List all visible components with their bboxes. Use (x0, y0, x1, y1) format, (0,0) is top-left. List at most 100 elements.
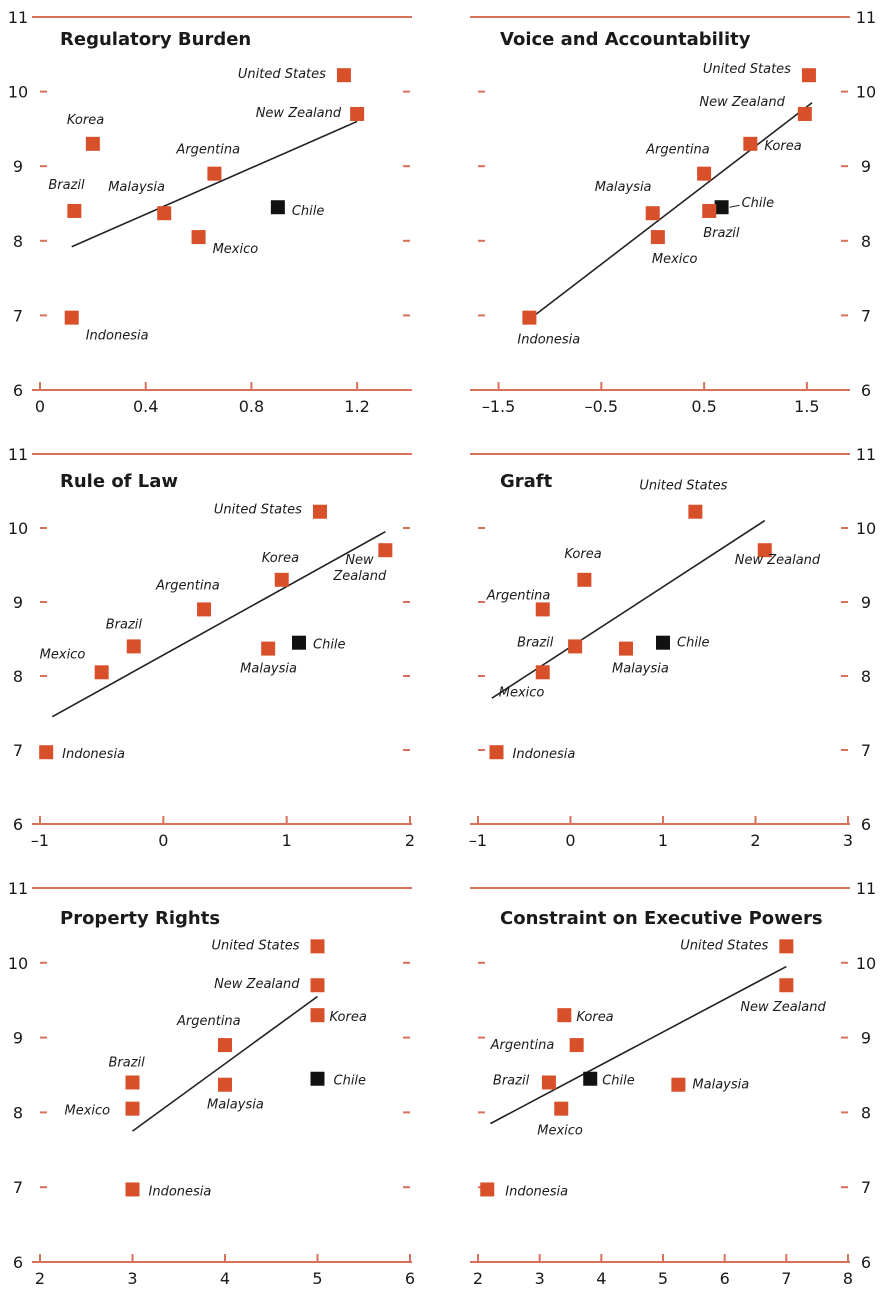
panel-4-x-tick-label-3: 3 (843, 831, 853, 850)
panel-6-point-label-korea: Korea (576, 1010, 613, 1025)
panel-5-point-label-indonesia: Indonesia (149, 1184, 212, 1199)
panel-3-point-label-malaysia: Malaysia (240, 662, 297, 677)
panel-3-point-label-united-states: United States (214, 503, 302, 518)
panel-4-x-tick-label-1: 1 (658, 831, 668, 850)
panel-2-x-tick-label-0-5: –0.5 (585, 397, 618, 416)
panel-5-point-chile (310, 1071, 325, 1086)
panel-5-point-indonesia (125, 1182, 140, 1197)
panel-1-point-label-malaysia: Malaysia (108, 180, 165, 195)
panel-2-x-tick-label-0-5: 0.5 (691, 397, 716, 416)
panel-4-y-tick-label-6: 6 (861, 815, 871, 834)
panel-1-point-label-argentina: Argentina (175, 143, 240, 158)
panel-6-y-tick-label-10: 10 (856, 954, 876, 973)
panel-5-point-label-new-zealand: New Zealand (214, 977, 300, 992)
panel-2-y-tick-label-8: 8 (861, 232, 871, 251)
panel-6-point-label-malaysia: Malaysia (692, 1078, 749, 1093)
panel-4-point-chile (656, 635, 670, 650)
panel-6-x-tick-label-2: 2 (473, 1269, 483, 1288)
panel-2-point-brazil (702, 203, 717, 218)
panel-2-chile-leader-line (729, 204, 740, 208)
panel-2-point-label-new-zealand: New Zealand (699, 95, 785, 110)
panel-2-point-new-zealand (797, 106, 812, 121)
panel-4-point-mexico (535, 665, 550, 680)
panel-5-y-tick-label-11: 11 (8, 879, 28, 898)
panel-3-point-brazil (126, 639, 141, 654)
panel-1-point-mexico (191, 230, 206, 245)
panel-3-y-tick-label-11: 11 (8, 445, 28, 464)
panel-1-y-tick-label-7: 7 (13, 306, 23, 325)
panel-4-point-korea (577, 572, 592, 587)
panel-5-point-brazil (125, 1075, 140, 1090)
panel-5-y-tick-label-10: 10 (8, 954, 28, 973)
panel-3-y-tick-label-10: 10 (8, 519, 28, 538)
panel-5-y-tick-label-8: 8 (13, 1103, 23, 1122)
panel-1-point-united-states (336, 68, 351, 83)
panel-1-point-brazil (67, 203, 82, 218)
panel-2-point-label-mexico: Mexico (652, 252, 698, 267)
panel-2-y-tick-label-10: 10 (856, 83, 876, 102)
panel-2-y-tick-label-11: 11 (856, 8, 876, 27)
panel-5-point-label-chile: Chile (334, 1074, 367, 1089)
panel-4-point-indonesia (489, 745, 504, 760)
panel-5-point-label-korea: Korea (330, 1010, 367, 1025)
panel-1-point-malaysia (157, 206, 172, 221)
panel-6-point-argentina (569, 1038, 584, 1053)
panel-3-x-tick-label-1: 1 (282, 831, 292, 850)
panel-6-trend-line (489, 965, 787, 1125)
panel-6-y-tick-label-9: 9 (861, 1029, 871, 1048)
panel-6-y-tick-label-8: 8 (861, 1103, 871, 1122)
panel-3-point-new-zealand (378, 543, 393, 558)
panel-6-point-new-zealand (779, 978, 794, 993)
panel-2-point-label-argentina: Argentina (645, 143, 710, 158)
panel-3-trend-line (51, 531, 386, 718)
panel-6-point-label-chile: Chile (602, 1074, 635, 1089)
panel-6-point-label-mexico: Mexico (537, 1124, 583, 1139)
panel-6-x-tick-label-3: 3 (535, 1269, 545, 1288)
panel-4-y-tick-label-11: 11 (856, 445, 876, 464)
panel-3-x-tick-label-1: –1 (31, 831, 49, 850)
panel-4-point-new-zealand (757, 543, 772, 558)
panel-6-x-tick-label-5: 5 (658, 1269, 668, 1288)
panel-3-x-tick-label-2: 2 (405, 831, 415, 850)
panel-4-point-label-new-zealand: New Zealand (735, 553, 821, 568)
panel-2-point-label-united-states: United States (703, 62, 791, 77)
panel-1-chart-title: Regulatory Burden (60, 29, 251, 50)
panel-3-point-label-chile: Chile (313, 638, 346, 653)
panel-1-point-label-indonesia: Indonesia (86, 329, 149, 344)
panel-2-point-label-brazil: Brazil (703, 226, 740, 241)
panel-5-point-united-states (310, 939, 325, 954)
panel-2-y-tick-label-7: 7 (861, 306, 871, 325)
panel-4-y-tick-label-10: 10 (856, 519, 876, 538)
panel-3-point-label-brazil: Brazil (106, 617, 143, 632)
panel-6-chart-title: Constraint on Executive Powers (500, 908, 823, 929)
panel-3-point-chile (292, 635, 306, 650)
panel-2-trend-line (534, 102, 813, 317)
panel-1-x-tick-label-0-8: 0.8 (239, 397, 264, 416)
panel-6-point-brazil (541, 1075, 556, 1090)
panel-4-point-label-malaysia: Malaysia (612, 662, 669, 677)
panel-6-point-mexico (554, 1101, 569, 1116)
panel-1-point-new-zealand (350, 106, 365, 121)
panel-3-point-label-mexico: Mexico (40, 647, 86, 662)
panel-6-point-malaysia (671, 1077, 686, 1092)
panel-5-y-tick-label-7: 7 (13, 1178, 23, 1197)
panel-5-x-tick-label-5: 5 (312, 1269, 322, 1288)
panel-4-point-label-indonesia: Indonesia (513, 747, 576, 762)
panel-6-point-label-new-zealand: New Zealand (740, 1000, 826, 1015)
panel-3-y-tick-label-9: 9 (13, 593, 23, 612)
panel-5-point-label-brazil: Brazil (109, 1055, 146, 1070)
panel-5-x-tick-label-6: 6 (405, 1269, 415, 1288)
panel-4-point-malaysia (619, 641, 633, 656)
panel-3-point-label-new-zealand-line2: Zealand (332, 569, 387, 584)
panel-6-x-tick-label-8: 8 (843, 1269, 853, 1288)
panel-3-point-argentina (197, 602, 212, 617)
panel-3-point-label-new-zealand-line1: New (345, 553, 374, 568)
panel-2-point-label-korea: Korea (764, 139, 801, 154)
panel-2-x-tick-label-1-5: –1.5 (482, 397, 515, 416)
panel-1-point-label-brazil: Brazil (48, 178, 85, 193)
panel-6-point-korea (557, 1008, 572, 1023)
panel-4-y-tick-label-7: 7 (861, 741, 871, 760)
panel-6-y-tick-label-6: 6 (861, 1253, 871, 1272)
panel-6-point-label-united-states: United States (680, 938, 768, 953)
panel-1-y-tick-label-9: 9 (13, 157, 23, 176)
